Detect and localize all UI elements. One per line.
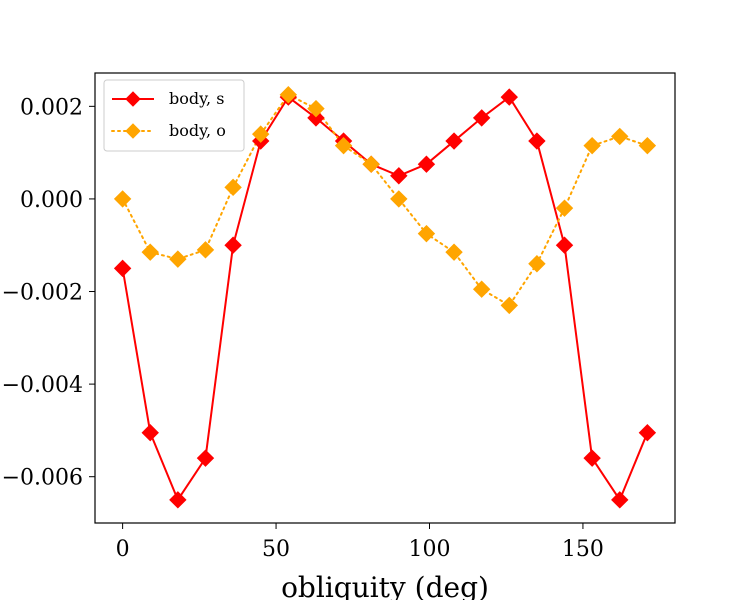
data-point-series-1 [113, 259, 132, 278]
y-axis: 0.002 0.000 −0.002 −0.004 −0.006 [2, 95, 95, 491]
data-point-series-2 [611, 127, 629, 146]
data-point-series-1 [196, 449, 215, 467]
legend-marker-2 [125, 123, 141, 139]
data-point-series-1 [528, 132, 546, 150]
x-axis: 0 50 100 150 [116, 523, 604, 562]
data-point-series-2 [445, 243, 463, 261]
x-tick-label: 100 [408, 537, 450, 562]
data-point-series-2 [169, 250, 187, 268]
data-point-series-2 [500, 296, 518, 315]
data-point-series-1 [611, 491, 629, 509]
data-point-series-1 [141, 424, 159, 442]
data-point-series-1 [638, 424, 657, 442]
data-point-series-2 [555, 199, 574, 217]
data-point-series-2 [252, 125, 270, 143]
y-tick-label: −0.002 [2, 281, 83, 306]
series-line-2 [121, 93, 649, 307]
data-point-series-2 [362, 155, 380, 173]
data-point-series-1 [445, 132, 463, 150]
x-tick-label: 0 [116, 537, 130, 562]
plot-frame [94, 72, 676, 524]
data-point-series-2 [196, 241, 215, 259]
plot-marks [113, 86, 657, 509]
data-point-series-1 [307, 109, 325, 127]
data-point-series-2 [224, 178, 242, 197]
data-point-series-2 [113, 190, 132, 208]
data-point-series-2 [307, 99, 325, 118]
data-point-series-1 [555, 236, 574, 254]
data-point-series-2 [417, 224, 436, 243]
data-point-series-1 [169, 491, 187, 509]
data-point-series-2 [528, 255, 546, 273]
data-point-series-2 [390, 190, 408, 208]
data-point-series-2 [472, 280, 491, 298]
data-point-series-2 [141, 243, 159, 261]
data-point-series-1 [472, 109, 491, 127]
data-point-series-2 [583, 136, 601, 155]
data-point-series-2 [334, 136, 353, 155]
legend-marker-1 [125, 91, 141, 107]
legend-label-1: body, s [169, 89, 224, 108]
y-tick-label: 0.000 [20, 188, 83, 213]
series-line-1 [121, 96, 649, 501]
x-tick-label: 50 [262, 537, 290, 562]
legend-label-2: body, o [169, 121, 226, 140]
data-point-series-1 [583, 449, 601, 467]
data-point-series-1 [390, 167, 408, 185]
data-point-series-2 [638, 136, 657, 155]
y-tick-label: −0.004 [2, 373, 83, 398]
legend: body, s body, o [103, 79, 245, 152]
data-point-series-2 [279, 86, 298, 104]
x-tick-label: 150 [562, 537, 604, 562]
data-point-series-1 [417, 155, 436, 173]
x-axis-title: obliquity (deg) [281, 571, 489, 600]
data-point-series-1 [224, 236, 242, 254]
y-tick-label: 0.002 [20, 95, 83, 120]
data-point-series-1 [500, 88, 518, 106]
y-tick-label: −0.006 [2, 466, 83, 491]
